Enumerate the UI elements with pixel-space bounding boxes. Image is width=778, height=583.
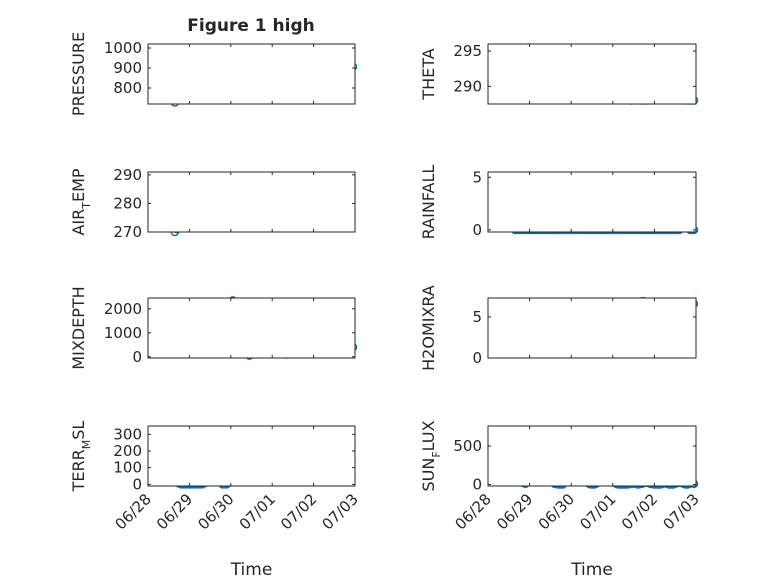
axes-frame (487, 425, 697, 487)
x-tick-label: 07/03 (660, 490, 703, 533)
y-tick-label: 500 (453, 437, 482, 455)
y-tick-label: 2000 (104, 300, 142, 318)
y-tick-label: 5 (472, 308, 482, 326)
axes-frame (147, 425, 356, 487)
y-axis-label: MIXDEPTH (69, 286, 88, 369)
y-tick-label: 0 (132, 475, 142, 493)
subplot-5: 0 1000 2000 MIXDEPTH (69, 286, 358, 370)
axes-frame (147, 43, 356, 105)
y-tick-label: 0 (472, 221, 482, 239)
y-tick-label: 800 (113, 79, 142, 97)
y-tick-label: 0 (472, 349, 482, 367)
x-axis-label: Time (230, 560, 273, 580)
y-axis-label: H2OMIXRA (419, 285, 438, 371)
y-tick-label: 295 (453, 42, 482, 60)
subplot-2: 290 295 THETA (419, 42, 699, 105)
y-axis-label-rest: LUX (419, 420, 438, 451)
y-axis-label: PRESSURE (69, 32, 88, 116)
y-tick-label: 900 (113, 59, 142, 77)
x-tick-label: 06/28 (112, 490, 155, 533)
y-axis-label: TERRMSL (69, 421, 93, 493)
y-axis-label: SUNFLUX (419, 420, 443, 491)
y-axis-label: THETA (419, 48, 438, 100)
y-tick-label: 290 (113, 166, 142, 184)
x-tick-label: 07/01 (236, 490, 279, 533)
y-axis-label-main: SUN (419, 458, 438, 492)
y-tick-label: 1000 (104, 324, 142, 342)
figure-title: Figure 1 high (187, 16, 315, 36)
y-axis-label: AIRTEMP (69, 168, 93, 235)
y-axis-label-subscript: F (430, 451, 443, 457)
x-tick-label: 07/01 (576, 490, 619, 533)
y-tick-label: 290 (453, 77, 482, 95)
x-tick-label: 06/30 (194, 490, 237, 533)
y-axis-label-subscript: M (80, 440, 93, 450)
y-tick-label: 200 (113, 442, 142, 460)
x-tick-label: 07/03 (319, 490, 362, 533)
x-tick-label: 06/30 (535, 490, 578, 533)
y-tick-label: 280 (113, 194, 142, 212)
y-axis-label-subscript: T (80, 202, 93, 210)
y-tick-label: 270 (113, 223, 142, 241)
subplot-1: 800 900 1000 PRESSURE (69, 32, 358, 116)
x-axis-label: Time (570, 560, 613, 580)
axes-frame (487, 171, 697, 233)
x-tick-label: 06/28 (452, 490, 495, 533)
y-tick-label: 100 (113, 459, 142, 477)
x-tick-label: 07/02 (618, 490, 661, 533)
subplot-3: 270 280 290 AIRTEMP (69, 166, 356, 241)
x-tick-label: 06/29 (493, 490, 536, 533)
axes-frame (487, 43, 697, 105)
axes-frame (147, 297, 356, 359)
y-tick-label: 0 (472, 475, 482, 493)
y-tick-label: 0 (132, 348, 142, 366)
y-tick-label: 1000 (104, 39, 142, 57)
axes-frame (487, 297, 697, 359)
subplot-4: 0 5 RAINFALL (419, 165, 699, 240)
y-tick-label: 5 (472, 168, 482, 186)
y-axis-label-rest: EMP (69, 168, 88, 202)
x-tick-label: 07/02 (277, 490, 320, 533)
y-tick-label: 300 (113, 425, 142, 443)
y-axis-label-rest: SL (69, 421, 88, 440)
x-tick-label: 06/29 (153, 490, 196, 533)
axes-frame (147, 171, 356, 233)
y-axis-label: RAINFALL (419, 165, 438, 240)
y-axis-label-main: AIR (69, 209, 88, 236)
subplot-6: 0 5 H2OMIXRA (419, 285, 699, 371)
y-axis-label-main: TERR (69, 449, 88, 492)
